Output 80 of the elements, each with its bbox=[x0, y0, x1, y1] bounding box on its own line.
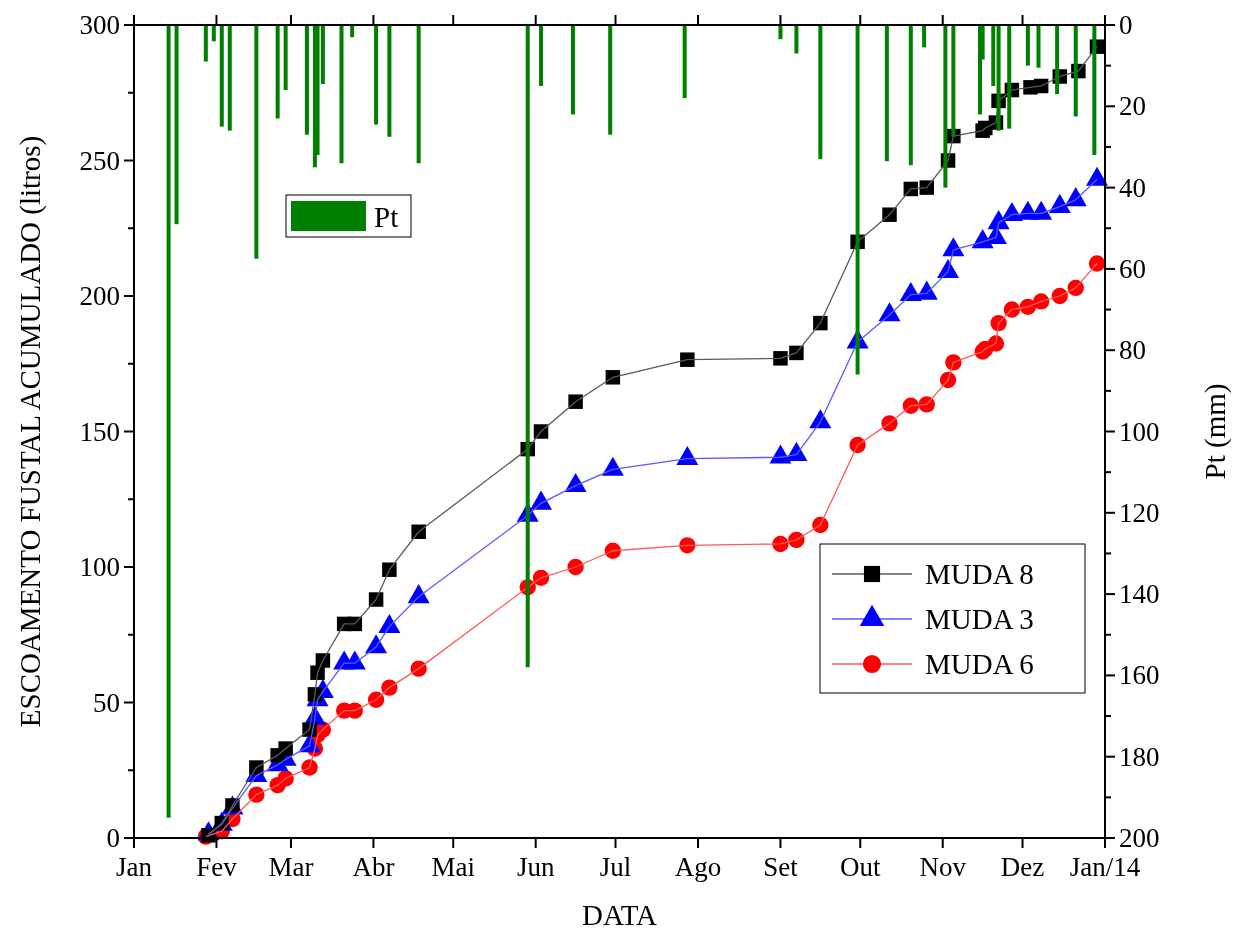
x-tick-label: Dez bbox=[1000, 852, 1045, 882]
bar bbox=[227, 25, 232, 131]
x-tick-label: Mai bbox=[431, 852, 475, 882]
y2-tick-label: 0 bbox=[1119, 10, 1133, 40]
point bbox=[680, 352, 695, 367]
y-tick-label: 250 bbox=[79, 145, 120, 176]
y2-tick-label: 140 bbox=[1119, 579, 1160, 610]
bar bbox=[855, 25, 860, 375]
bar bbox=[539, 25, 544, 86]
bar bbox=[416, 25, 421, 164]
bar bbox=[1007, 25, 1012, 129]
x-tick-label: Fev bbox=[196, 852, 238, 882]
bar bbox=[174, 25, 179, 225]
legend-label: MUDA 3 bbox=[925, 603, 1034, 635]
x-tick-label: Jan bbox=[116, 852, 153, 882]
legend-label: Pt bbox=[374, 201, 399, 233]
bar bbox=[374, 25, 379, 125]
bar bbox=[387, 25, 392, 137]
x-tick-label: Ago bbox=[674, 852, 722, 882]
bar bbox=[908, 25, 913, 166]
y2-tick-label: 40 bbox=[1119, 172, 1146, 203]
y-tick-label: 200 bbox=[79, 281, 120, 311]
bar bbox=[682, 25, 687, 99]
y-tick-label: 100 bbox=[79, 552, 120, 582]
point bbox=[1088, 255, 1106, 272]
bar bbox=[1025, 25, 1030, 66]
bar bbox=[570, 25, 575, 115]
bar bbox=[884, 25, 889, 162]
y2-tick-label: 180 bbox=[1119, 741, 1160, 772]
y2-tick-label: 60 bbox=[1119, 253, 1146, 284]
bar bbox=[922, 25, 927, 48]
bar bbox=[254, 25, 259, 259]
x-tick-label: Out bbox=[840, 852, 881, 882]
bar bbox=[166, 25, 171, 818]
x-tick-label: Jul bbox=[599, 852, 632, 882]
y-axis-title: ESCOAMENTO FUSTAL ACUMULADO (litros) bbox=[14, 135, 47, 728]
bar bbox=[203, 25, 208, 62]
bar bbox=[283, 25, 288, 91]
legend-label: MUDA 6 bbox=[925, 648, 1034, 680]
bar bbox=[339, 25, 344, 164]
y2-tick-label: 100 bbox=[1119, 416, 1160, 447]
bar bbox=[1092, 25, 1097, 156]
x-tick-label: Mar bbox=[268, 852, 314, 882]
y2-tick-label: 160 bbox=[1119, 660, 1160, 691]
bar bbox=[794, 25, 799, 54]
bar bbox=[943, 25, 948, 188]
bar bbox=[1055, 25, 1060, 95]
bar bbox=[525, 25, 530, 668]
y2-tick-label: 80 bbox=[1119, 335, 1146, 366]
legend-label: MUDA 8 bbox=[925, 558, 1034, 590]
x-axis-title: DATA bbox=[581, 899, 658, 931]
bar bbox=[991, 25, 996, 86]
y-tick-label: 50 bbox=[93, 687, 120, 718]
bar bbox=[951, 25, 956, 137]
bar bbox=[778, 25, 783, 40]
x-tick-label: Abr bbox=[352, 852, 395, 882]
bar bbox=[1036, 25, 1041, 68]
point bbox=[382, 562, 397, 577]
y2-tick-label: 120 bbox=[1119, 497, 1160, 528]
bar bbox=[304, 25, 309, 135]
y2-axis-title: Pt (mm) bbox=[1199, 383, 1232, 480]
x-tick-label: Nov bbox=[919, 852, 967, 882]
x-tick-label: Jan/14 bbox=[1069, 852, 1141, 882]
y-tick-label: 0 bbox=[106, 823, 120, 853]
y2-tick-label: 20 bbox=[1119, 91, 1146, 122]
bar bbox=[275, 25, 280, 119]
y-tick-label: 300 bbox=[79, 10, 120, 40]
bar bbox=[818, 25, 823, 160]
bar bbox=[211, 25, 216, 42]
bar bbox=[219, 25, 224, 127]
y2-tick-label: 200 bbox=[1119, 823, 1160, 853]
x-tick-label: Set bbox=[763, 852, 799, 882]
point bbox=[248, 786, 265, 803]
y-tick-label: 150 bbox=[79, 416, 120, 447]
bar bbox=[608, 25, 613, 135]
point bbox=[773, 351, 788, 366]
x-tick-label: Jun bbox=[516, 852, 555, 882]
bar bbox=[996, 25, 1001, 131]
bar bbox=[1073, 25, 1078, 117]
bar bbox=[350, 25, 355, 38]
